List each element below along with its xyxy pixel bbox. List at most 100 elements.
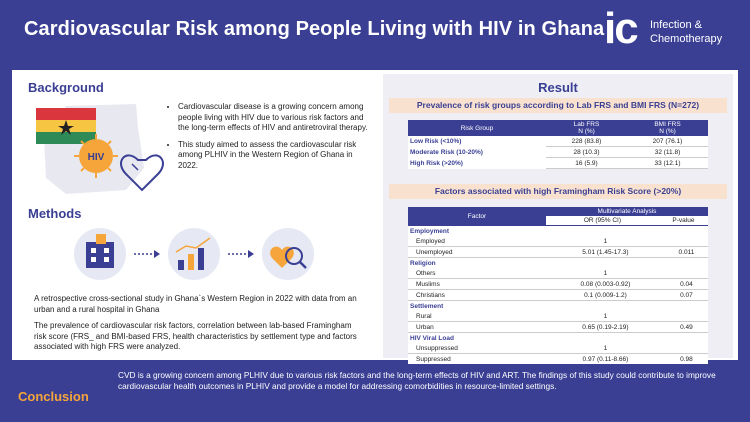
ghana-hiv-heart-illustration: HIV	[36, 104, 164, 194]
methods-paragraph: A retrospective cross-sectional study in…	[34, 294, 357, 314]
column-header: Factor	[408, 207, 546, 226]
factor-group-label: Religion	[408, 257, 708, 268]
factor-group-row: Settlement	[408, 300, 708, 311]
risk-group: Low Risk (<10%)	[408, 136, 546, 147]
p-value: 0.011	[658, 246, 708, 258]
hospital-icon	[86, 234, 114, 268]
lab-frs-value: 16 (5.9)	[546, 157, 627, 169]
bmi-frs-value: 207 (76.1)	[627, 136, 708, 147]
factor-level: Christians	[408, 289, 546, 301]
odds-ratio: 1	[546, 343, 659, 354]
odds-ratio: 1	[546, 268, 659, 279]
column-header: BMI FRS N (%)	[627, 120, 708, 136]
p-value	[658, 268, 708, 279]
table-row: High Risk (>20%) 16 (5.9) 33 (12.1)	[408, 157, 708, 169]
factors-body: Employment Employed 1 Unemployed 5.01 (1.45-…	[408, 225, 708, 365]
factor-level: Rural	[408, 311, 546, 322]
factor-group-label: Employment	[408, 225, 708, 236]
p-value: 0.04	[658, 278, 708, 290]
column-header: Multivariate Analysis	[546, 207, 708, 216]
header: Cardiovascular Risk among People Living …	[0, 0, 750, 64]
lab-frs-value: 228 (83.8)	[546, 136, 627, 147]
journal-logo: ic Infection & Chemotherapy	[604, 4, 744, 56]
p-value	[658, 343, 708, 354]
table-row: Suppressed 0.97 (0.11-8.66) 0.98	[408, 353, 708, 365]
methods-paragraph: The prevalence of cardiovascular risk fa…	[34, 321, 357, 351]
bmi-frs-value: 33 (12.1)	[627, 157, 708, 169]
risk-group: Moderate Risk (10-20%)	[408, 146, 546, 158]
background-bullet: Cardiovascular disease is a growing conc…	[178, 102, 368, 134]
odds-ratio: 1	[546, 311, 659, 322]
odds-ratio: 0.65 (0.19-2.19)	[546, 321, 659, 333]
hiv-virus-icon: HIV	[74, 134, 118, 178]
factor-group-row: HIV Viral Load	[408, 332, 708, 343]
result-heading: Result	[538, 80, 578, 95]
odds-ratio: 1	[546, 236, 659, 247]
arrow-head-icon	[154, 250, 160, 258]
conclusion-text: CVD is a growing concern among PLHIV due…	[118, 370, 716, 391]
factor-group-label: Settlement	[408, 300, 708, 311]
p-value: 0.98	[658, 353, 708, 365]
methods-heading: Methods	[28, 206, 82, 221]
factor-level: Unemployed	[408, 246, 546, 258]
odds-ratio: 0.97 (0.11-8.66)	[546, 353, 659, 365]
result-column: Result Prevalence of risk groups accordi…	[383, 74, 733, 365]
p-value	[658, 311, 708, 322]
table-row: Employed 1	[408, 236, 708, 247]
factor-level: Urban	[408, 321, 546, 333]
column-header: OR (95% CI)	[546, 216, 659, 226]
factor-level: Others	[408, 268, 546, 279]
column-header: Risk Group	[408, 120, 546, 136]
p-value: 0.07	[658, 289, 708, 301]
methods-text: A retrospective cross-sectional study in…	[34, 294, 364, 359]
factor-level: Suppressed	[408, 353, 546, 365]
table-row: Christians 0.1 (0.009-1.2) 0.07	[408, 289, 708, 301]
table-row: Unemployed 5.01 (1.45-17.3) 0.011	[408, 246, 708, 258]
arrow-head-icon	[248, 250, 254, 258]
logo-line2: Chemotherapy	[650, 33, 723, 45]
factor-group-label: HIV Viral Load	[408, 332, 708, 343]
odds-ratio: 0.1 (0.009-1.2)	[546, 289, 659, 301]
p-value: 0.49	[658, 321, 708, 333]
bmi-frs-value: 32 (11.8)	[627, 146, 708, 158]
hiv-label: HIV	[88, 152, 105, 163]
odds-ratio: 5.01 (1.45-17.3)	[546, 246, 659, 258]
conclusion-bar: Conclusion CVD is a growing concern amon…	[0, 364, 750, 422]
background-heading: Background	[28, 80, 104, 95]
factor-level: Employed	[408, 236, 546, 247]
flag-red-stripe	[36, 108, 96, 120]
factor-group-row: Employment	[408, 225, 708, 236]
factor-level: Muslims	[408, 278, 546, 290]
conclusion-heading: Conclusion	[18, 389, 89, 404]
logo-line1: Infection &	[650, 19, 702, 31]
logo-mark: ic	[604, 4, 639, 53]
p-value	[658, 236, 708, 247]
methods-illustration	[74, 228, 314, 280]
left-column: Background HIV Cardiovascular disease is…	[20, 78, 375, 358]
table-row: Moderate Risk (10-20%) 28 (10.3) 32 (11.…	[408, 146, 708, 158]
table-row: Others 1	[408, 268, 708, 279]
background-bullet: This study aimed to assess the cardiovas…	[178, 140, 368, 172]
lab-frs-value: 28 (10.3)	[546, 146, 627, 158]
factor-level: Unsuppressed	[408, 343, 546, 354]
column-header: Lab FRS N (%)	[546, 120, 627, 136]
analytics-icon	[175, 237, 211, 270]
factor-group-row: Religion	[408, 257, 708, 268]
heart-icon	[120, 154, 164, 192]
odds-ratio: 0.08 (0.003-0.92)	[546, 278, 659, 290]
factors-table: Factor Multivariate Analysis OR (95% CI)…	[408, 207, 708, 365]
column-header: P-value	[658, 216, 708, 226]
risk-group: High Risk (>20%)	[408, 157, 546, 169]
heart-magnifier-icon	[270, 246, 307, 269]
background-bullets: Cardiovascular disease is a growing conc…	[168, 102, 368, 177]
table-row: Muslims 0.08 (0.003-0.92) 0.04	[408, 278, 708, 290]
prevalence-table: Risk Group Lab FRS N (%) BMI FRS N (%) L…	[408, 120, 708, 169]
table-row: Urban 0.65 (0.19-2.19) 0.49	[408, 321, 708, 333]
factors-title: Factors associated with high Framingham …	[389, 184, 727, 199]
prevalence-title: Prevalence of risk groups according to L…	[389, 98, 727, 113]
page-title: Cardiovascular Risk among People Living …	[24, 18, 605, 40]
flag-star-icon	[58, 120, 74, 135]
table-row: Rural 1	[408, 311, 708, 322]
table-row: Low Risk (<10%) 228 (83.8) 207 (76.1)	[408, 136, 708, 147]
table-row: Unsuppressed 1	[408, 343, 708, 354]
